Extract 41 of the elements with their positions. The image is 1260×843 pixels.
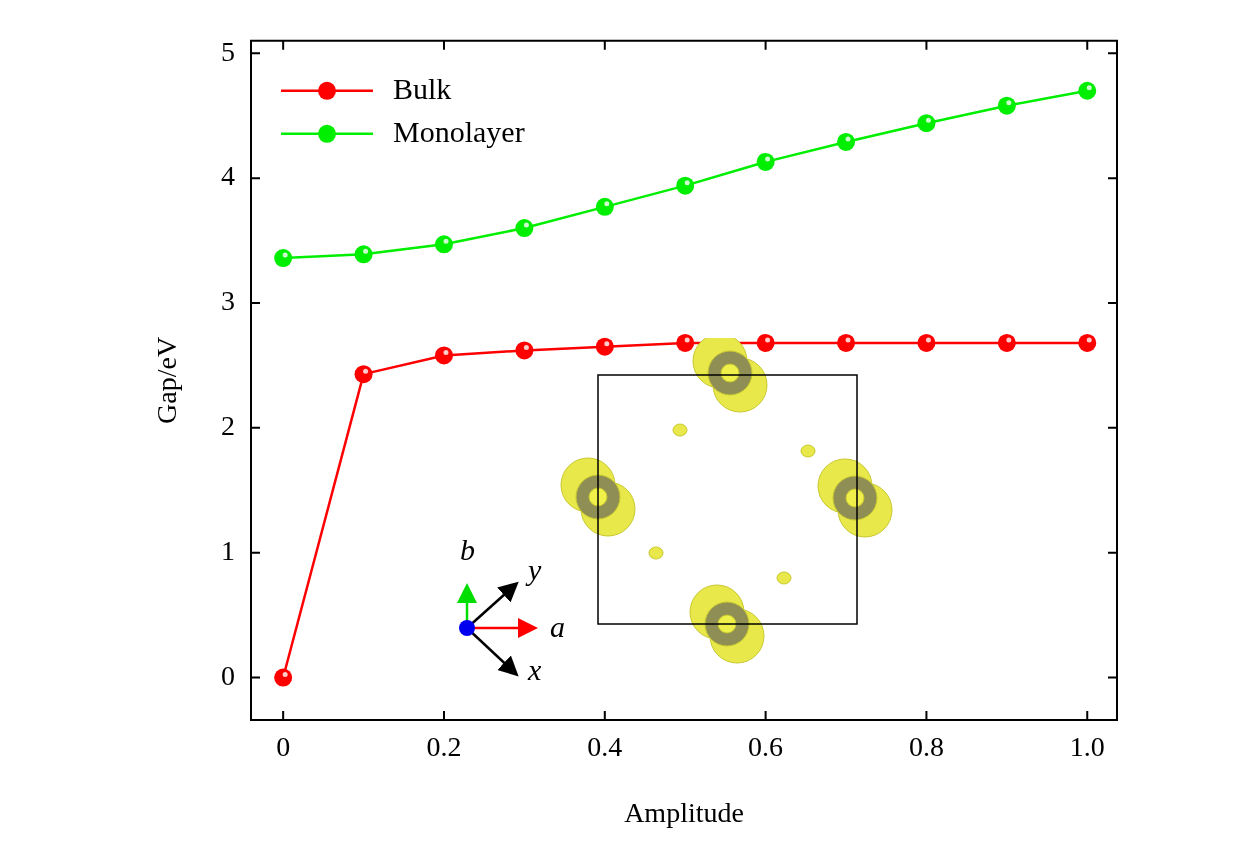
point: [434, 235, 453, 254]
point: [917, 114, 936, 133]
y-axis-title: Gap/eV: [151, 336, 183, 424]
y-tick-label: 5: [221, 35, 235, 67]
point: [997, 333, 1016, 352]
x-tick-label: 0.8: [908, 731, 944, 763]
x-tick-label: 0.6: [748, 731, 784, 763]
y-tick-label: 4: [221, 160, 235, 192]
annotation: b: [460, 533, 475, 567]
x-tick-label: 1.0: [1069, 731, 1105, 763]
point: [274, 668, 293, 687]
point: [837, 333, 856, 352]
point: [354, 365, 373, 384]
point: [515, 219, 534, 238]
point: [1078, 81, 1097, 100]
point: [1078, 333, 1097, 352]
y-tick-label: 0: [221, 659, 235, 691]
point: [997, 96, 1016, 115]
x-axis-title: Amplitude: [624, 796, 744, 828]
point: [354, 245, 373, 264]
x-tick-label: 0.4: [587, 731, 623, 763]
y-tick-label: 3: [221, 285, 235, 317]
legend-label: Bulk: [393, 71, 452, 105]
y-tick-label: 2: [221, 410, 235, 442]
point: [434, 346, 453, 365]
point: [917, 333, 936, 352]
point: [837, 132, 856, 151]
legend-label: Monolayer: [393, 114, 525, 148]
point: [756, 333, 775, 352]
point: [756, 152, 775, 171]
point: [595, 197, 614, 216]
x-tick-label: 0: [276, 731, 291, 763]
y-tick-label: 1: [221, 535, 235, 567]
annotation: x: [528, 653, 542, 687]
point: [676, 176, 695, 195]
point: [595, 337, 614, 356]
point: [515, 341, 534, 360]
annotation: a: [550, 610, 565, 644]
x-tick-label: 0.2: [426, 731, 462, 763]
point: [676, 333, 695, 352]
point: [274, 249, 293, 268]
